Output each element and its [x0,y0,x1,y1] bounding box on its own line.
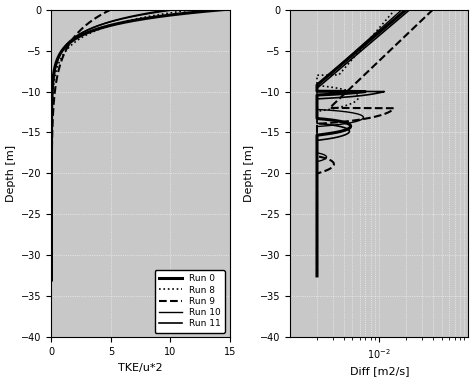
Run 9 [108,7,114,12]
Line: Run 10: Run 10 [317,10,402,276]
Run 10 [49,211,55,215]
Run 0 [314,162,320,167]
Run 9 [54,77,60,81]
Run 0 [384,24,390,28]
Run 8 [191,7,197,12]
Run 0 [314,209,320,214]
Run 11 [49,167,55,171]
Run 8 [314,236,320,241]
Run 0 [49,211,55,215]
Run 0 [403,7,409,12]
Line: Run 0: Run 0 [317,10,406,276]
Run 8 [314,162,320,167]
Run 8 [49,167,55,171]
Run 11 [51,77,56,81]
Line: Run 9: Run 9 [317,10,433,276]
Run 11 [314,169,320,173]
Run 9 [321,169,327,173]
Run 10 [314,236,320,241]
Run 8 [49,278,55,282]
Run 10 [314,274,320,278]
Run 11 [56,55,62,60]
Run 11 [314,162,320,167]
Run 10 [173,7,179,12]
Run 10 [314,177,320,181]
Run 9 [49,188,55,193]
Run 9 [430,7,436,12]
Run 11 [314,177,320,181]
Run 8 [392,7,398,12]
Run 0 [55,55,61,60]
Run 10 [381,24,386,28]
Line: Run 8: Run 8 [52,10,194,280]
Run 8 [314,177,320,181]
Run 0 [50,77,56,81]
Line: Run 9: Run 9 [52,10,111,280]
Run 8 [49,211,55,215]
Run 9 [49,211,55,215]
Run 8 [52,77,57,81]
Run 10 [49,188,55,193]
Line: Run 0: Run 0 [52,10,224,280]
Run 10 [49,167,55,171]
Run 8 [49,129,55,134]
Run 11 [49,188,55,193]
Run 9 [60,55,65,60]
Line: Run 10: Run 10 [52,10,176,280]
Line: Run 11: Run 11 [52,10,170,280]
Y-axis label: Depth [m]: Depth [m] [244,145,254,202]
Run 0 [49,167,55,171]
Run 0 [314,169,320,173]
Run 10 [49,129,55,134]
Run 8 [59,55,64,60]
Run 11 [388,24,393,28]
Run 9 [314,236,320,241]
Run 10 [55,55,61,60]
Run 10 [314,169,320,173]
Run 0 [314,236,320,241]
Run 9 [49,278,55,282]
Y-axis label: Depth [m]: Depth [m] [6,145,16,202]
Run 0 [49,278,55,282]
Run 8 [314,169,320,173]
X-axis label: TKE/u*2: TKE/u*2 [118,363,163,373]
Run 10 [49,278,55,282]
Run 0 [49,188,55,193]
Run 9 [314,209,320,214]
Line: Run 8: Run 8 [317,10,395,276]
Run 9 [49,167,55,171]
X-axis label: Diff [m2/s]: Diff [m2/s] [349,366,409,376]
Run 10 [399,7,405,12]
Run 11 [49,278,55,282]
Run 8 [49,188,55,193]
Run 10 [314,209,320,214]
Run 11 [314,209,320,214]
Run 0 [314,177,320,181]
Run 10 [314,162,320,167]
Run 11 [314,274,320,278]
Run 8 [378,24,384,28]
Line: Run 11: Run 11 [317,10,410,276]
Run 9 [314,177,320,181]
Run 11 [314,236,320,241]
Run 0 [221,7,227,12]
Run 9 [49,129,55,134]
Run 0 [49,129,55,134]
Run 9 [314,274,320,278]
Run 8 [314,274,320,278]
Run 11 [49,129,55,134]
Legend: Run 0, Run 8, Run 9, Run 10, Run 11: Run 0, Run 8, Run 9, Run 10, Run 11 [155,270,225,333]
Run 11 [49,211,55,215]
Run 10 [50,77,56,81]
Run 0 [314,274,320,278]
Run 11 [407,7,413,12]
Run 9 [413,24,419,28]
Run 11 [167,7,173,12]
Run 8 [314,209,320,214]
Run 9 [331,162,337,167]
